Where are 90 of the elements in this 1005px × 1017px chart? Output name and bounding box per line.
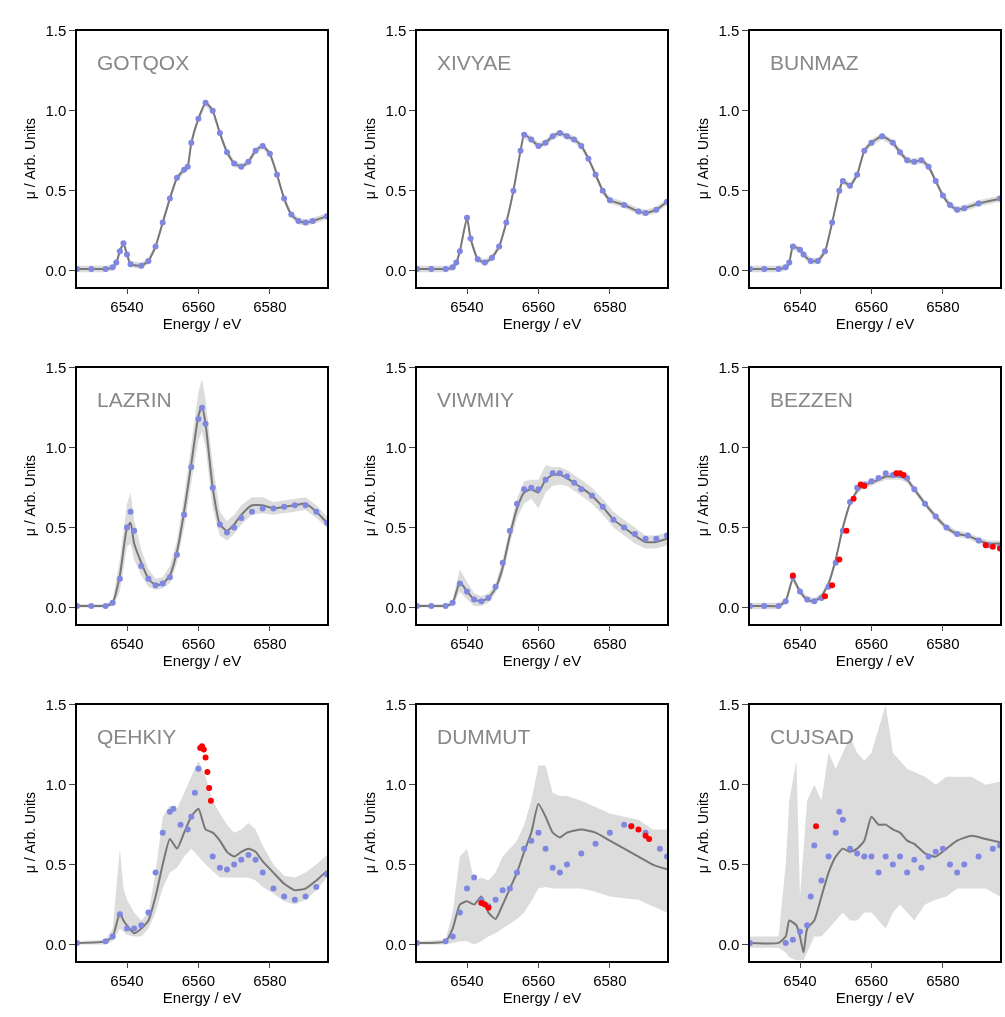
y-tick-label: 0.0	[385, 935, 407, 953]
x-tick-label: 6540	[110, 635, 144, 653]
y-tick-label: 1.5	[45, 22, 67, 40]
y-tick-label: 0.5	[45, 855, 67, 873]
y-tick-label: 0.0	[718, 261, 740, 279]
x-tick-label: 6580	[593, 972, 627, 990]
y-tick-label: 1.5	[718, 696, 740, 714]
x-tick-label: 6540	[450, 298, 484, 316]
y-tick-label: 1.5	[385, 359, 407, 377]
x-tick-label: 6540	[783, 635, 817, 653]
x-tick-label: 6580	[593, 298, 627, 316]
y-tick-label: 0.0	[385, 261, 407, 279]
x-tick-label: 6540	[783, 972, 817, 990]
y-tick-label: 0.0	[45, 935, 67, 953]
y-tick-label: 1.5	[45, 359, 67, 377]
x-tick-label: 6540	[110, 972, 144, 990]
y-axis-title: μ / Arb. Units	[22, 455, 39, 537]
x-tick-label: 6580	[926, 972, 960, 990]
y-tick-label: 1.0	[385, 775, 407, 793]
y-axis-title: μ / Arb. Units	[362, 792, 379, 874]
y-tick-label: 1.5	[718, 359, 740, 377]
y-axis-title: μ / Arb. Units	[22, 118, 39, 200]
y-tick-label: 0.0	[385, 598, 407, 616]
x-tick-label: 6560	[854, 298, 889, 316]
x-axis-title: Energy / eV	[502, 989, 582, 1007]
y-axis-title: μ / Arb. Units	[695, 455, 712, 537]
x-tick-label: 6560	[521, 298, 556, 316]
x-tick-label: 6560	[854, 972, 889, 990]
x-axis-title: Energy / eV	[835, 315, 915, 333]
x-tick-label: 6580	[253, 972, 287, 990]
y-tick-label: 1.5	[718, 22, 740, 40]
x-tick-label: 6540	[110, 298, 144, 316]
y-tick-label: 0.5	[718, 855, 740, 873]
text: XIVYAE	[437, 51, 512, 74]
y-tick-label: 0.5	[45, 518, 67, 536]
text: DUMMUT	[437, 725, 531, 748]
x-tick-label: 6540	[450, 635, 484, 653]
x-tick-label: 6540	[783, 298, 817, 316]
y-tick-label: 0.5	[718, 518, 740, 536]
y-tick-label: 1.0	[718, 101, 740, 119]
x-tick-label: 6560	[181, 635, 216, 653]
y-axis-title: μ / Arb. Units	[362, 118, 379, 200]
y-tick-label: 0.5	[45, 181, 67, 199]
x-axis-title: Energy / eV	[835, 652, 915, 670]
text: GOTQOX	[97, 51, 190, 74]
x-tick-label: 6560	[521, 972, 556, 990]
x-tick-label: 6560	[521, 635, 556, 653]
y-tick-label: 0.5	[385, 181, 407, 199]
y-tick-label: 0.0	[45, 598, 67, 616]
x-tick-label: 6580	[926, 298, 960, 316]
x-axis-title: Energy / eV	[162, 315, 242, 333]
text: LAZRIN	[97, 388, 172, 411]
y-tick-label: 0.5	[385, 855, 407, 873]
y-tick-label: 0.0	[45, 261, 67, 279]
x-axis-title: Energy / eV	[162, 989, 242, 1007]
text: QEHKIY	[97, 725, 177, 748]
y-axis-title: μ / Arb. Units	[695, 792, 712, 874]
text: BUNMAZ	[770, 51, 859, 74]
x-axis-title: Energy / eV	[502, 652, 582, 670]
x-tick-label: 6580	[593, 635, 627, 653]
x-tick-label: 6560	[854, 635, 889, 653]
y-tick-label: 1.0	[45, 101, 67, 119]
x-tick-label: 6540	[450, 972, 484, 990]
y-axis-title: μ / Arb. Units	[362, 455, 379, 537]
y-tick-label: 1.5	[385, 22, 407, 40]
y-tick-label: 1.0	[385, 438, 407, 456]
y-tick-label: 0.0	[718, 935, 740, 953]
text: CUJSAD	[770, 725, 855, 748]
x-tick-label: 6580	[253, 298, 287, 316]
x-tick-label: 6560	[181, 298, 216, 316]
y-axis-title: μ / Arb. Units	[695, 118, 712, 200]
text: VIWMIY	[437, 388, 514, 411]
x-tick-label: 6560	[181, 972, 216, 990]
y-tick-label: 1.0	[385, 101, 407, 119]
x-axis-title: Energy / eV	[502, 315, 582, 333]
y-tick-label: 1.0	[718, 775, 740, 793]
x-axis-title: Energy / eV	[835, 989, 915, 1007]
y-tick-label: 0.5	[385, 518, 407, 536]
y-axis-title: μ / Arb. Units	[22, 792, 39, 874]
y-tick-label: 0.0	[718, 598, 740, 616]
text: BEZZEN	[770, 388, 853, 411]
y-tick-label: 1.0	[718, 438, 740, 456]
y-tick-label: 1.5	[45, 696, 67, 714]
x-axis-title: Energy / eV	[162, 652, 242, 670]
y-tick-label: 1.5	[385, 696, 407, 714]
x-tick-label: 6580	[926, 635, 960, 653]
x-tick-label: 6580	[253, 635, 287, 653]
y-tick-label: 0.5	[718, 181, 740, 199]
y-tick-label: 1.0	[45, 775, 67, 793]
y-tick-label: 1.0	[45, 438, 67, 456]
